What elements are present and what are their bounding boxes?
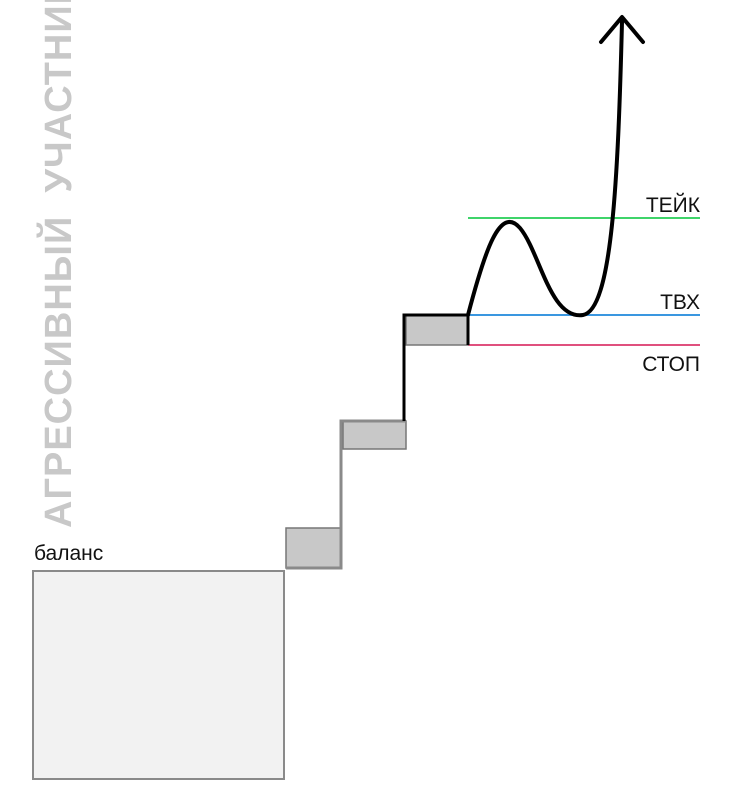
- step-block-1: [285, 527, 342, 569]
- entry-label: ТВХ: [660, 291, 700, 314]
- step-block-2: [342, 420, 407, 450]
- balance-label: баланс: [34, 542, 103, 565]
- stop-label: СТОП: [642, 353, 700, 376]
- price-curve: [466, 20, 624, 318]
- balance-block: [32, 570, 285, 780]
- staircase-path-black: [402, 313, 470, 421]
- diagram-title: АГРЕССИВНЫЙ УЧАСТНИК: [35, 0, 80, 528]
- step-block-3: [405, 314, 469, 346]
- arrow-up-icon: [599, 15, 645, 44]
- staircase-path-gray: [286, 419, 406, 570]
- take-label: ТЕЙК: [646, 193, 701, 217]
